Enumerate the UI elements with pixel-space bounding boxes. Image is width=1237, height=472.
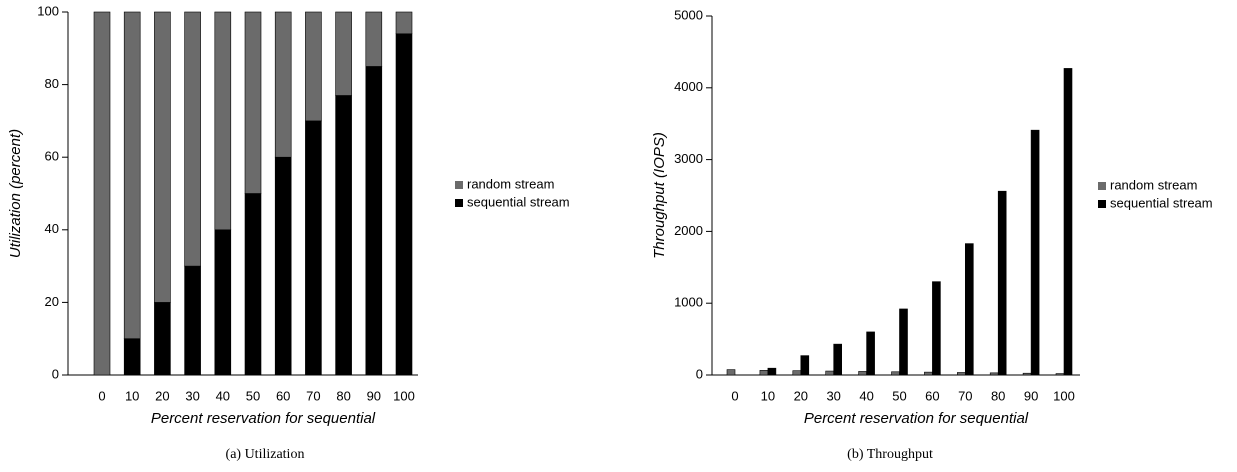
x-tick-label: 40 — [859, 388, 873, 403]
bar-segment — [123, 338, 141, 376]
bar — [891, 371, 900, 376]
bar — [858, 371, 867, 376]
x-tick-label: 0 — [98, 388, 105, 403]
x-tick-label: 90 — [1024, 388, 1038, 403]
bar — [997, 190, 1007, 376]
bar-segment — [335, 95, 352, 376]
caption: (b) Throughput — [847, 447, 933, 462]
bar-segment — [335, 11, 352, 96]
y-tick-label: 4000 — [674, 79, 703, 94]
bar — [1030, 129, 1040, 376]
y-tick-label: 2000 — [674, 223, 703, 238]
bar-segment — [395, 33, 413, 376]
bar-segment — [154, 302, 171, 376]
y-tick-label: 0 — [696, 366, 703, 381]
bar — [1063, 68, 1073, 376]
y-tick-label: 0 — [52, 366, 59, 381]
legend-swatch — [1098, 200, 1106, 208]
legend-label: sequential stream — [467, 194, 570, 209]
bar — [932, 281, 941, 376]
bar — [866, 331, 875, 376]
y-tick-label: 40 — [45, 221, 59, 236]
y-tick-label: 100 — [37, 3, 59, 18]
bar-segment — [214, 229, 232, 376]
x-tick-label: 100 — [393, 388, 415, 403]
bar-segment — [244, 11, 262, 194]
legend-swatch — [1098, 182, 1106, 190]
legend-swatch — [455, 181, 463, 189]
bar — [800, 355, 810, 376]
y-tick-label: 5000 — [674, 7, 703, 22]
y-axis-label: Utilization (percent) — [7, 129, 24, 258]
caption: (a) Utilization — [226, 447, 305, 462]
bar-segment — [274, 156, 292, 376]
x-tick-label: 100 — [1053, 388, 1075, 403]
bar — [989, 372, 999, 376]
bar-segment — [184, 11, 201, 267]
bar — [767, 367, 777, 376]
bar — [1022, 372, 1032, 376]
bar-segment — [365, 66, 383, 376]
x-tick-label: 60 — [925, 388, 939, 403]
bar — [825, 370, 835, 376]
bar — [899, 308, 908, 376]
x-tick-label: 70 — [306, 388, 320, 403]
y-tick-label: 1000 — [674, 295, 703, 310]
y-tick-label: 80 — [45, 76, 59, 91]
bar — [964, 243, 974, 376]
bar — [726, 369, 736, 376]
bar — [1055, 373, 1065, 376]
legend-label: random stream — [1110, 177, 1197, 192]
y-tick-label: 3000 — [674, 151, 703, 166]
x-tick-label: 80 — [336, 388, 350, 403]
x-tick-label: 30 — [185, 388, 199, 403]
bar-segment — [305, 11, 322, 122]
bar-segment — [244, 193, 262, 376]
bar-segment — [395, 11, 413, 35]
bar — [833, 343, 843, 376]
y-axis-label: Throughput (IOPS) — [651, 132, 668, 259]
x-tick-label: 80 — [991, 388, 1005, 403]
x-tick-label: 20 — [794, 388, 808, 403]
x-axis-label: Percent reservation for sequential — [151, 410, 376, 427]
x-tick-label: 30 — [826, 388, 840, 403]
y-tick-label: 20 — [45, 294, 59, 309]
x-tick-label: 10 — [125, 388, 139, 403]
bar-segment — [305, 120, 322, 376]
x-tick-label: 20 — [155, 388, 169, 403]
x-tick-label: 50 — [246, 388, 260, 403]
legend-swatch — [455, 199, 463, 207]
bar — [792, 370, 802, 376]
bar-segment — [214, 11, 232, 231]
x-tick-label: 60 — [276, 388, 290, 403]
bar-segment — [274, 11, 292, 158]
bar-segment — [184, 265, 201, 376]
x-tick-label: 90 — [367, 388, 381, 403]
bar — [956, 372, 966, 376]
x-tick-label: 50 — [892, 388, 906, 403]
x-axis-label: Percent reservation for sequential — [804, 410, 1029, 427]
x-tick-label: 10 — [761, 388, 775, 403]
bar-segment — [365, 11, 383, 67]
bar-segment — [154, 11, 171, 303]
x-tick-label: 0 — [731, 388, 738, 403]
x-tick-label: 40 — [216, 388, 230, 403]
legend-label: sequential stream — [1110, 195, 1213, 210]
x-tick-label: 70 — [958, 388, 972, 403]
legend-label: random stream — [467, 176, 554, 191]
bar-segment — [93, 11, 111, 376]
bar-segment — [123, 11, 141, 340]
y-tick-label: 60 — [45, 149, 59, 164]
bar — [759, 370, 769, 376]
bar — [924, 371, 933, 376]
